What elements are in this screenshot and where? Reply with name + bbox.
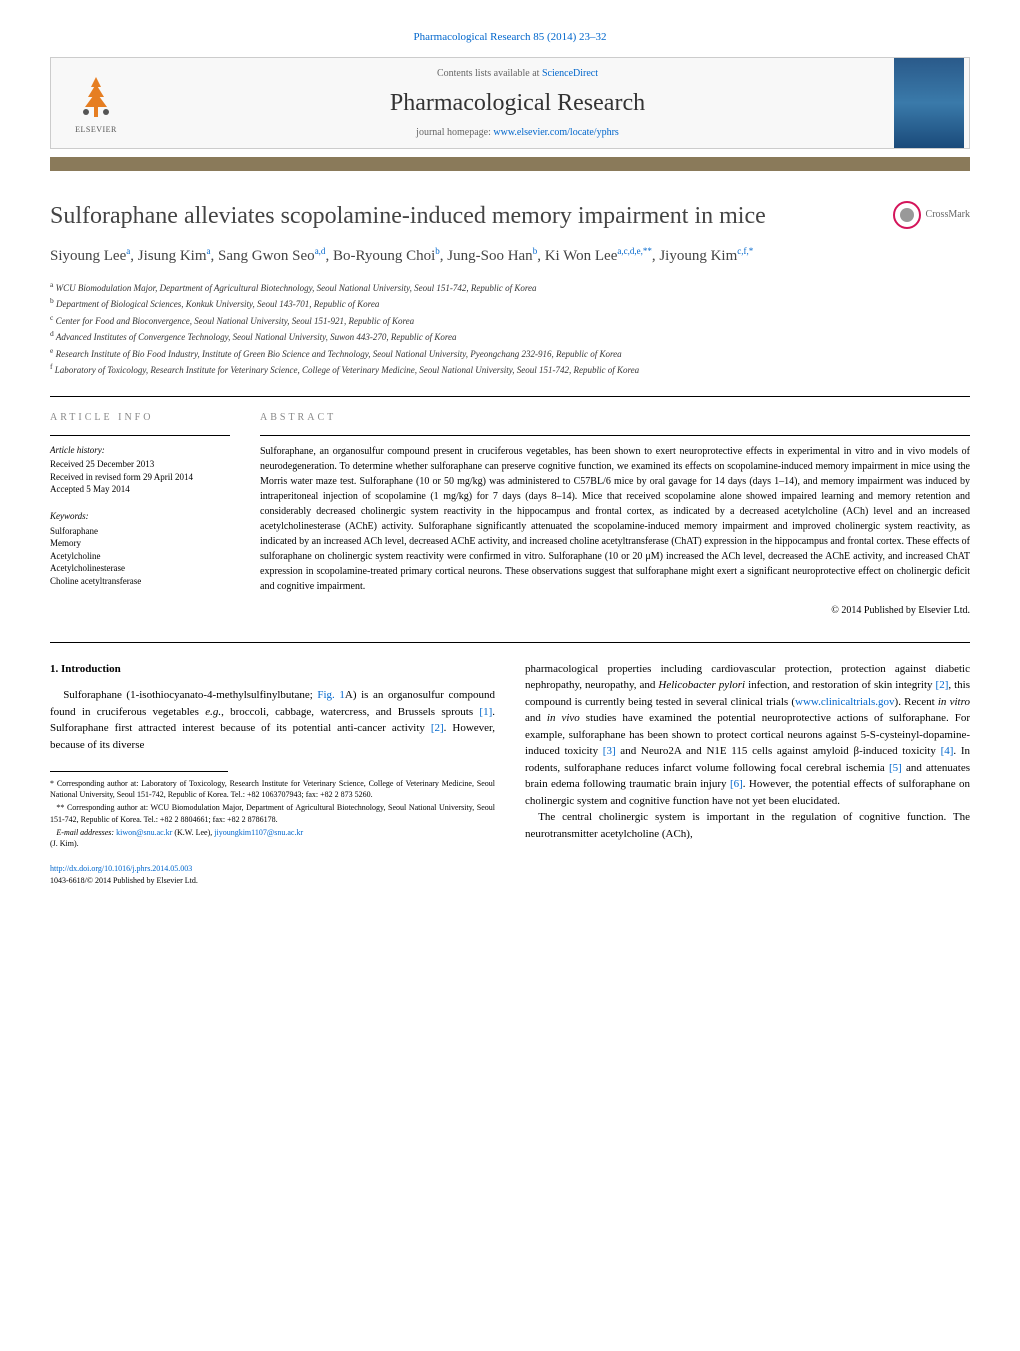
body-columns: 1. Introduction Sulforaphane (1-isothioc… bbox=[50, 661, 970, 888]
body-paragraph: Sulforaphane (1-isothiocyanato-4-methyls… bbox=[50, 687, 495, 753]
email-link-1[interactable]: kiwon@snu.ac.kr bbox=[116, 828, 172, 837]
authors: Siyoung Leea, Jisung Kima, Sang Gwon Seo… bbox=[50, 245, 970, 267]
issn-copyright: 1043-6618/© 2014 Published by Elsevier L… bbox=[50, 876, 198, 885]
right-column: pharmacological properties including car… bbox=[525, 661, 970, 888]
keyword: Sulforaphane bbox=[50, 525, 230, 538]
footer-info: http://dx.doi.org/10.1016/j.phrs.2014.05… bbox=[50, 863, 495, 887]
body-divider bbox=[50, 642, 970, 643]
section-title: Introduction bbox=[61, 663, 121, 675]
crossmark-badge[interactable]: CrossMark bbox=[893, 201, 970, 229]
abstract-copyright: © 2014 Published by Elsevier Ltd. bbox=[260, 604, 970, 618]
keyword: Memory bbox=[50, 537, 230, 550]
sciencedirect-link[interactable]: ScienceDirect bbox=[542, 68, 598, 79]
affiliation: b Department of Biological Sciences, Kon… bbox=[50, 295, 970, 312]
homepage-line: journal homepage: www.elsevier.com/locat… bbox=[149, 126, 886, 140]
journal-name: Pharmacological Research bbox=[149, 87, 886, 121]
history-line: Received in revised form 29 April 2014 bbox=[50, 471, 230, 484]
article-info: article info Article history: Received 2… bbox=[50, 411, 230, 618]
email-name-2: (J. Kim). bbox=[50, 839, 79, 848]
journal-header-box: ELSEVIER Contents lists available at Sci… bbox=[50, 57, 970, 149]
section-number: 1. bbox=[50, 663, 58, 675]
email-label: E-mail addresses: bbox=[56, 828, 116, 837]
journal-cover-thumb bbox=[894, 58, 964, 148]
abstract-column: abstract Sulforaphane, an organosulfur c… bbox=[260, 411, 970, 618]
divider bbox=[50, 396, 970, 397]
footnotes: * Corresponding author at: Laboratory of… bbox=[50, 778, 495, 849]
corr-author-2: ** Corresponding author at: WCU Biomodul… bbox=[50, 802, 495, 824]
homepage-prefix: journal homepage: bbox=[416, 127, 493, 138]
elsevier-tree-icon bbox=[71, 72, 121, 122]
history-line: Accepted 5 May 2014 bbox=[50, 483, 230, 496]
footnote-divider bbox=[50, 771, 228, 772]
affiliation: a WCU Biomodulation Major, Department of… bbox=[50, 279, 970, 296]
affiliation: c Center for Food and Bioconvergence, Se… bbox=[50, 312, 970, 329]
history-section: Article history: Received 25 December 20… bbox=[50, 444, 230, 496]
history-label: Article history: bbox=[50, 444, 230, 457]
affiliation: d Advanced Institutes of Convergence Tec… bbox=[50, 328, 970, 345]
elsevier-text: ELSEVIER bbox=[75, 124, 117, 135]
keywords-section: Keywords: SulforaphaneMemoryAcetylcholin… bbox=[50, 510, 230, 588]
affiliation: f Laboratory of Toxicology, Research Ins… bbox=[50, 361, 970, 378]
affiliations: a WCU Biomodulation Major, Department of… bbox=[50, 279, 970, 378]
section-heading: 1. Introduction bbox=[50, 661, 495, 678]
title-row: Sulforaphane alleviates scopolamine-indu… bbox=[50, 201, 970, 232]
info-abstract-row: article info Article history: Received 2… bbox=[50, 411, 970, 618]
info-divider bbox=[50, 435, 230, 436]
body-paragraph: pharmacological properties including car… bbox=[525, 661, 970, 810]
abstract-heading: abstract bbox=[260, 411, 970, 425]
keyword: Choline acetyltransferase bbox=[50, 575, 230, 588]
crossmark-label: CrossMark bbox=[926, 208, 970, 222]
contents-prefix: Contents lists available at bbox=[437, 68, 542, 79]
contents-line: Contents lists available at ScienceDirec… bbox=[149, 67, 886, 81]
elsevier-logo: ELSEVIER bbox=[51, 58, 141, 148]
keyword: Acetylcholinesterase bbox=[50, 562, 230, 575]
homepage-link[interactable]: www.elsevier.com/locate/yphrs bbox=[493, 127, 618, 138]
keywords-label: Keywords: bbox=[50, 510, 230, 523]
doi-link[interactable]: http://dx.doi.org/10.1016/j.phrs.2014.05… bbox=[50, 864, 192, 873]
color-bar bbox=[50, 157, 970, 171]
email-addresses: E-mail addresses: kiwon@snu.ac.kr (K.W. … bbox=[50, 827, 495, 849]
citation-header: Pharmacological Research 85 (2014) 23–32 bbox=[50, 30, 970, 45]
corr-author-1: * Corresponding author at: Laboratory of… bbox=[50, 778, 495, 800]
email-name-1: (K.W. Lee), bbox=[172, 828, 214, 837]
crossmark-icon bbox=[893, 201, 921, 229]
body-paragraph: The central cholinergic system is import… bbox=[525, 809, 970, 842]
history-line: Received 25 December 2013 bbox=[50, 458, 230, 471]
article-info-heading: article info bbox=[50, 411, 230, 425]
article-title: Sulforaphane alleviates scopolamine-indu… bbox=[50, 201, 873, 232]
abstract-divider bbox=[260, 435, 970, 436]
keyword: Acetylcholine bbox=[50, 550, 230, 563]
email-link-2[interactable]: jiyoungkim1107@snu.ac.kr bbox=[214, 828, 303, 837]
affiliation: e Research Institute of Bio Food Industr… bbox=[50, 345, 970, 362]
header-center: Contents lists available at ScienceDirec… bbox=[141, 59, 894, 149]
left-column: 1. Introduction Sulforaphane (1-isothioc… bbox=[50, 661, 495, 888]
abstract-text: Sulforaphane, an organosulfur compound p… bbox=[260, 444, 970, 594]
